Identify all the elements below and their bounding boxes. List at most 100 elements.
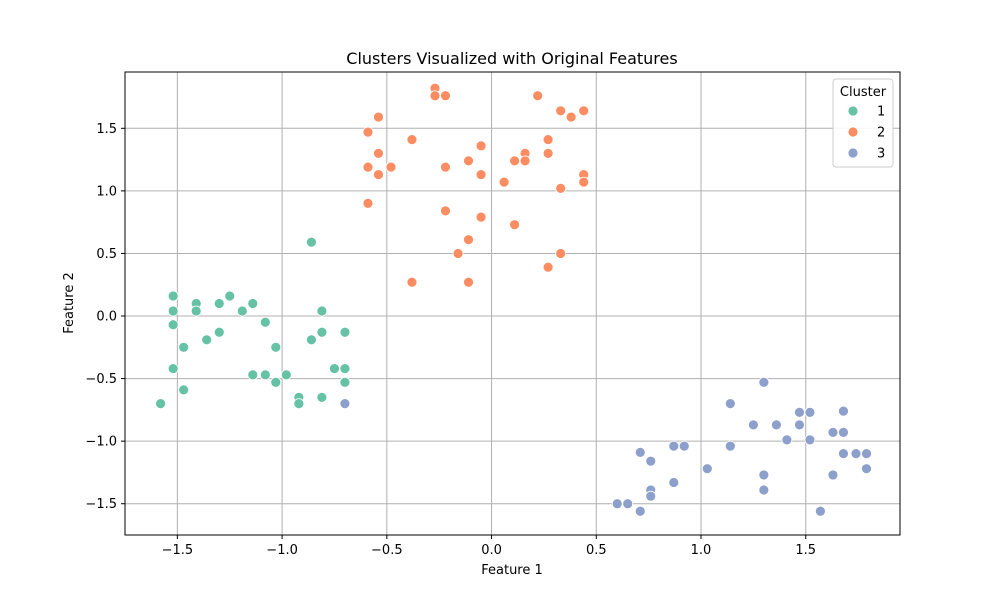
data-point-cluster-2 [406, 276, 418, 288]
y-tick-label: 1.5 [96, 122, 117, 137]
data-point-cluster-2 [452, 248, 464, 259]
grid [125, 72, 900, 535]
data-point-cluster-3 [611, 498, 623, 510]
data-point-cluster-2 [475, 211, 487, 223]
x-tick-label: −0.5 [371, 543, 403, 558]
data-point-cluster-1 [201, 334, 213, 346]
data-point-cluster-2 [373, 111, 384, 123]
data-point-cluster-1 [306, 236, 317, 248]
data-point-cluster-2 [475, 140, 487, 152]
data-point-cluster-2 [463, 276, 474, 288]
data-point-cluster-3 [645, 455, 657, 467]
data-point-cluster-3 [838, 448, 849, 460]
data-point-cluster-2 [429, 90, 441, 102]
data-point-cluster-2 [475, 169, 487, 181]
data-point-cluster-1 [178, 384, 190, 396]
x-tick-label: 1.5 [795, 543, 816, 558]
data-point-cluster-1 [259, 369, 271, 381]
data-point-cluster-2 [440, 205, 451, 217]
data-point-cluster-1 [316, 391, 328, 403]
data-point-cluster-3 [861, 463, 872, 475]
data-point-cluster-1 [167, 319, 179, 331]
data-point-cluster-3 [634, 505, 646, 517]
legend: Cluster 1 2 3 [832, 78, 894, 168]
data-point-cluster-1 [167, 290, 179, 302]
y-tick-label: 1.0 [96, 184, 117, 199]
data-point-cluster-2 [509, 219, 520, 231]
data-point-cluster-2 [362, 197, 374, 209]
data-point-cluster-1 [339, 326, 351, 338]
y-tick-label: 0.0 [96, 310, 117, 325]
data-point-cluster-2 [362, 126, 374, 138]
y-axis-label: Feature 2 [62, 272, 77, 334]
data-point-cluster-2 [509, 155, 520, 167]
data-point-cluster-3 [804, 406, 816, 418]
data-point-cluster-3 [794, 406, 805, 418]
data-point-cluster-1 [190, 305, 202, 317]
data-point-cluster-2 [373, 147, 384, 159]
legend-marker [847, 105, 859, 117]
data-point-cluster-2 [440, 161, 451, 173]
x-tick-label: −1.0 [266, 543, 298, 558]
data-point-cluster-1 [329, 363, 340, 374]
data-point-cluster-2 [519, 155, 531, 167]
data-point-cluster-3 [724, 440, 736, 452]
data-point-cluster-3 [794, 419, 805, 431]
data-point-cluster-1 [316, 305, 328, 317]
data-point-cluster-2 [498, 176, 510, 188]
data-point-cluster-1 [167, 305, 179, 317]
legend-box [832, 78, 894, 168]
data-point-cluster-2 [440, 90, 451, 102]
data-point-cluster-3 [771, 419, 782, 431]
data-point-cluster-1 [293, 398, 305, 410]
data-point-cluster-2 [385, 161, 397, 173]
data-point-cluster-3 [724, 398, 736, 410]
data-point-cluster-3 [804, 434, 816, 446]
data-point-cluster-3 [622, 498, 634, 510]
x-tick-label: −1.5 [162, 543, 194, 558]
data-point-cluster-3 [701, 463, 713, 475]
data-point-cluster-3 [645, 490, 657, 502]
data-point-cluster-2 [542, 147, 554, 159]
data-point-cluster-2 [542, 261, 554, 273]
data-point-cluster-2 [578, 176, 590, 188]
data-point-cluster-1 [247, 298, 259, 309]
x-tick-label: 0.0 [481, 543, 502, 558]
legend-title: Cluster [840, 85, 887, 100]
data-point-cluster-3 [678, 440, 690, 452]
data-point-cluster-2 [373, 169, 384, 181]
data-point-cluster-2 [532, 90, 544, 102]
x-axis-label: Feature 1 [481, 563, 543, 578]
data-point-cluster-2 [555, 182, 567, 194]
data-point-cluster-2 [362, 161, 374, 173]
legend-label: 1 [877, 105, 885, 120]
data-point-cluster-3 [339, 398, 351, 410]
data-point-cluster-2 [555, 248, 567, 259]
data-point-cluster-2 [542, 134, 554, 145]
data-point-cluster-3 [747, 419, 759, 431]
data-point-cluster-3 [758, 376, 770, 388]
data-point-cluster-3 [850, 448, 862, 460]
axis-ticks: −1.5 −1.0 −0.5 0.0 0.5 1.0 1.5 −1.5 −1.0 −0.5 0.0 0… [85, 122, 816, 558]
data-point-cluster-3 [838, 426, 849, 438]
data-point-cluster-2 [578, 105, 590, 117]
data-point-cluster-1 [213, 326, 225, 338]
data-point-cluster-1 [270, 376, 282, 388]
data-point-cluster-3 [634, 447, 646, 458]
y-tick-label: −0.5 [85, 372, 117, 387]
data-point-cluster-3 [861, 448, 872, 460]
legend-marker [847, 147, 859, 159]
data-point-cluster-3 [838, 405, 849, 417]
data-point-cluster-3 [827, 469, 839, 481]
data-point-cluster-2 [463, 234, 474, 246]
data-point-cluster-1 [339, 376, 351, 388]
data-point-cluster-2 [463, 155, 474, 167]
y-tick-label: 0.5 [96, 247, 117, 262]
data-point-cluster-1 [155, 398, 167, 410]
data-point-cluster-2 [555, 105, 567, 117]
data-point-cluster-1 [224, 290, 236, 302]
data-point-cluster-3 [758, 484, 770, 496]
x-tick-label: 0.5 [586, 543, 607, 558]
plot-frame [124, 71, 901, 536]
